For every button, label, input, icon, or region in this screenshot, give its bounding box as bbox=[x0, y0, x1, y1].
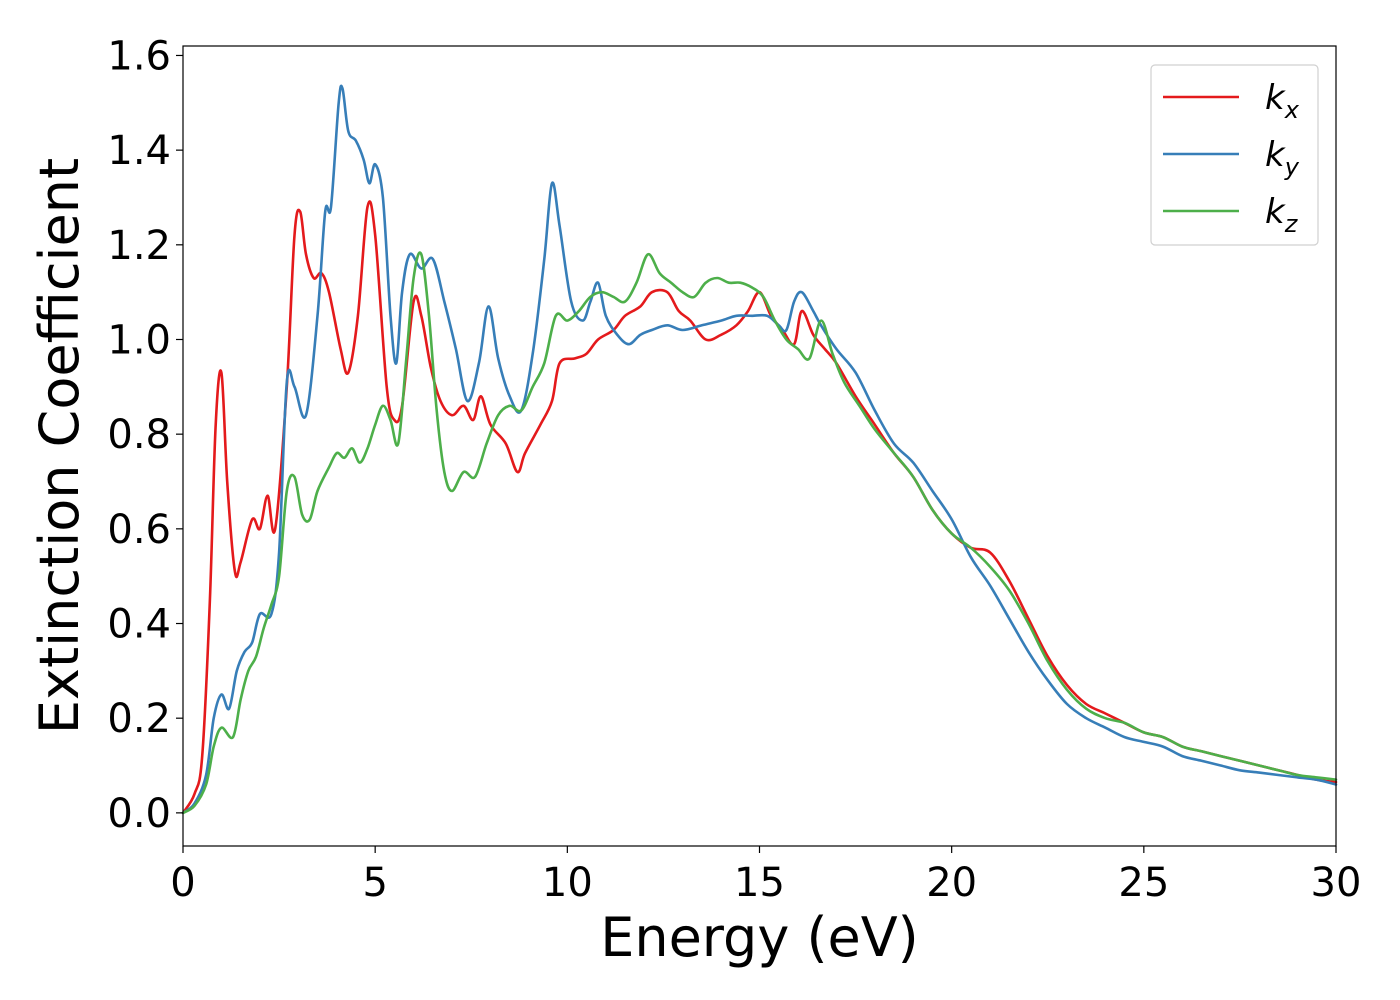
legend-label-k-z: kz bbox=[1265, 192, 1299, 238]
legend-label-base: k bbox=[1265, 78, 1286, 118]
series-line-k-x bbox=[181, 200, 1338, 815]
x-tick-label: 5 bbox=[362, 860, 387, 906]
x-tick-label: 25 bbox=[1118, 860, 1169, 906]
y-tick-label: 0.6 bbox=[107, 507, 171, 553]
y-tick-label: 1.4 bbox=[107, 128, 171, 174]
legend-label-k-x: kx bbox=[1265, 78, 1300, 124]
y-axis-title: Extinction Coefficient bbox=[28, 158, 91, 734]
y-tick-label: 0.2 bbox=[107, 696, 171, 742]
x-tick-label: 30 bbox=[1311, 860, 1362, 906]
y-tick-label: 0.0 bbox=[107, 791, 171, 837]
x-tick-label: 10 bbox=[542, 860, 593, 906]
y-tick-label: 1.0 bbox=[107, 317, 171, 363]
legend-label-subscript: y bbox=[1284, 153, 1300, 181]
legend-label-k-y: ky bbox=[1265, 135, 1300, 181]
x-axis-title: Energy (eV) bbox=[600, 906, 919, 969]
series-line-k-y bbox=[181, 84, 1338, 815]
y-tick-label: 0.4 bbox=[107, 602, 171, 648]
x-tick-label: 0 bbox=[170, 860, 195, 906]
ticks-layer: 0 5 10 15 20 25 30 0.0 0.2 0.4 0.6 0.8 1.0 1.2 1.4 1.6 bbox=[107, 33, 1361, 906]
legend-label-subscript: z bbox=[1284, 210, 1299, 238]
series-line-k-z bbox=[181, 251, 1338, 815]
legend-label-base: k bbox=[1265, 192, 1286, 232]
y-tick-label: 1.6 bbox=[107, 33, 171, 79]
y-tick-label: 0.8 bbox=[107, 412, 171, 458]
x-tick-label: 15 bbox=[734, 860, 785, 906]
legend-label-subscript: x bbox=[1284, 96, 1300, 124]
y-tick-label: 1.2 bbox=[107, 223, 171, 269]
series-layer bbox=[181, 84, 1338, 815]
x-tick-label: 20 bbox=[926, 860, 977, 906]
legend-label-base: k bbox=[1265, 135, 1286, 175]
